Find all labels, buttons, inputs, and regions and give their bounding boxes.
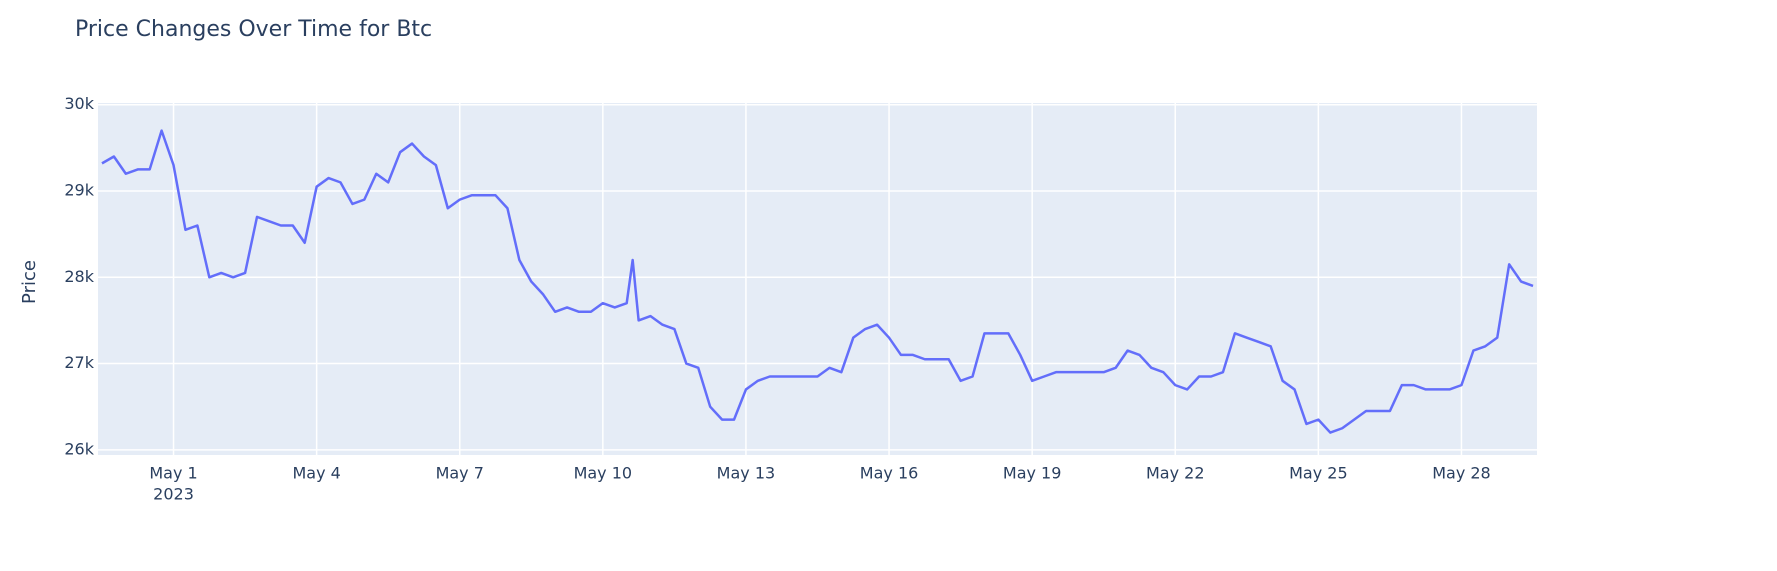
x-tick-label: May 19 [1003, 464, 1062, 483]
y-axis-label: Price [19, 260, 40, 304]
x-tick-label: May 13 [717, 464, 776, 483]
x-tick-sublabel: 2023 [153, 485, 194, 504]
x-tick-label: May 10 [574, 464, 633, 483]
x-tick-label: May 1 [149, 464, 197, 483]
chart-title: Price Changes Over Time for Btc [75, 17, 432, 42]
y-tick-label: 26k [64, 439, 94, 458]
x-tick-label: May 25 [1289, 464, 1348, 483]
x-tick-label: May 4 [292, 464, 340, 483]
x-tick-label: May 16 [860, 464, 919, 483]
x-tick-label: May 22 [1146, 464, 1205, 483]
y-tick-label: 28k [64, 267, 94, 286]
plot-area [98, 103, 1537, 455]
y-tick-label: 30k [64, 94, 94, 113]
price-line [101, 129, 1534, 434]
y-tick-label: 27k [64, 353, 94, 372]
x-tick-label: May 28 [1432, 464, 1491, 483]
x-tick-label: May 7 [436, 464, 484, 483]
y-tick-label: 29k [64, 181, 94, 200]
